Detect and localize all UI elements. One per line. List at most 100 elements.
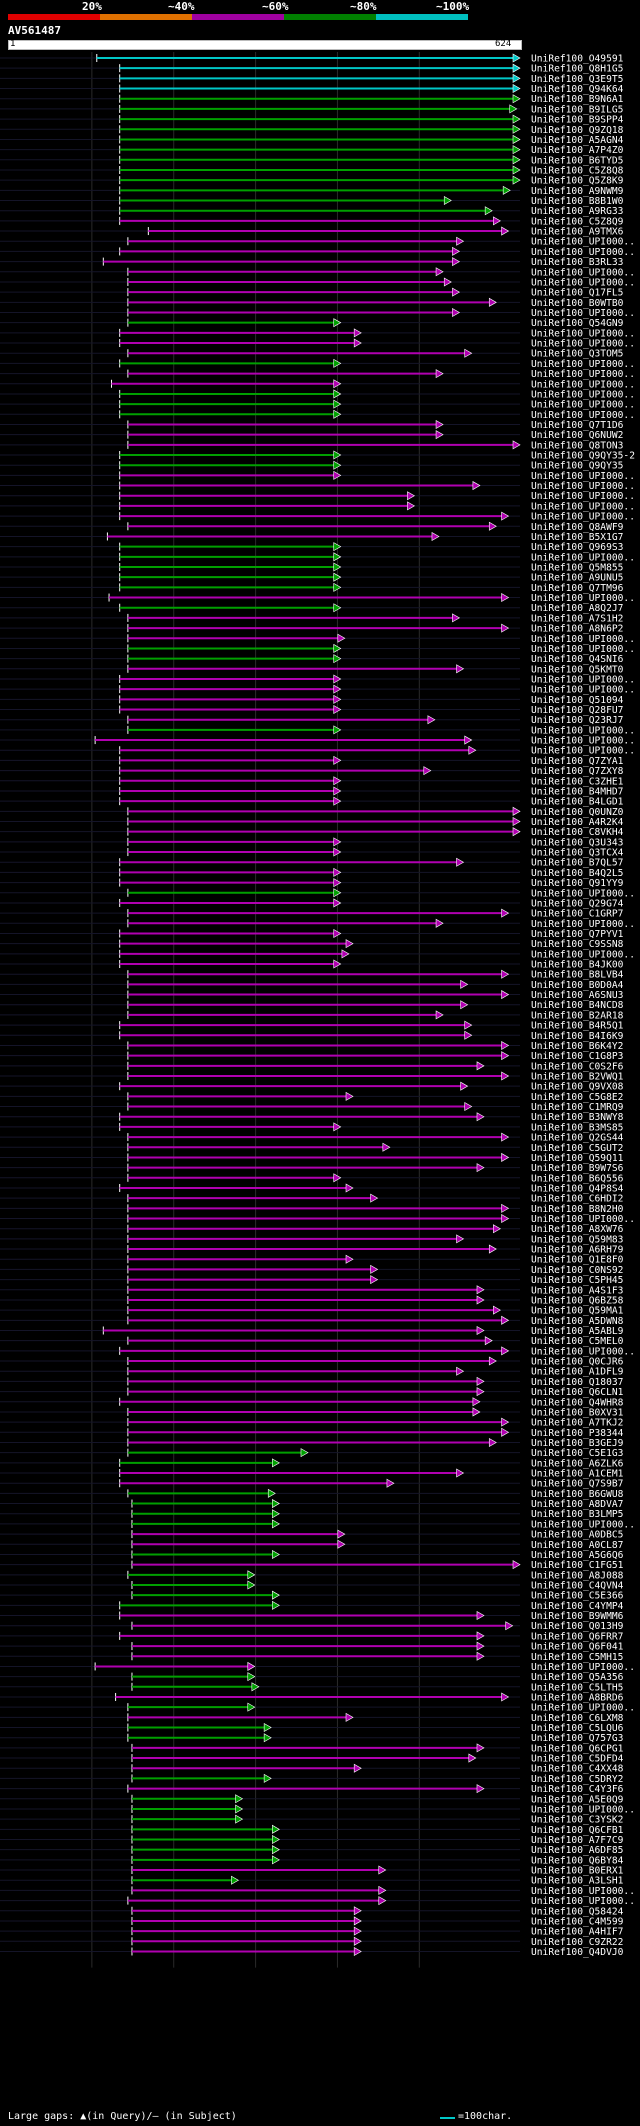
hit-label: UniRef100_A4R2K4 bbox=[531, 817, 624, 828]
hit-arrow bbox=[435, 430, 444, 440]
hit-label: UniRef100_B4JK00 bbox=[531, 960, 624, 971]
hit-arrow bbox=[333, 684, 342, 694]
hit-arrow bbox=[272, 1590, 280, 1600]
hit-label: UniRef100_UPI000.. bbox=[531, 237, 635, 248]
hit-label: UniRef100_UPI000.. bbox=[531, 888, 635, 899]
hit-label: UniRef100_O49591 bbox=[531, 54, 624, 65]
hit-arrow bbox=[501, 1692, 510, 1702]
hit-arrow bbox=[435, 1010, 444, 1020]
hit-label: UniRef100_UPI000.. bbox=[531, 1346, 635, 1357]
hit-label: UniRef100_B9WMM6 bbox=[531, 1611, 624, 1622]
hit-arrow bbox=[443, 277, 452, 287]
hit-label: UniRef100_Q6NUW2 bbox=[531, 430, 623, 441]
hit-label: UniRef100_Q0CJR6 bbox=[531, 1357, 624, 1368]
hit-label: UniRef100_Q5A356 bbox=[531, 1672, 624, 1683]
hit-label: UniRef100_A8BRD6 bbox=[531, 1692, 624, 1703]
hit-arrow bbox=[512, 827, 521, 837]
hit-label: UniRef100_UPI000.. bbox=[531, 736, 635, 747]
scale-text: =100char. bbox=[458, 2111, 513, 2122]
hit-arrow bbox=[464, 348, 473, 358]
hit-label: UniRef100_C3ZHE1 bbox=[531, 776, 624, 787]
hit-arrow bbox=[488, 1244, 497, 1254]
hit-arrow bbox=[501, 1051, 510, 1061]
hit-arrow bbox=[407, 491, 416, 501]
hit-arrow bbox=[464, 1102, 473, 1112]
hit-arrow bbox=[512, 1560, 521, 1570]
hit-label: UniRef100_B3RL33 bbox=[531, 257, 624, 268]
hit-label: UniRef100_Q8AWF9 bbox=[531, 522, 624, 533]
hit-label: UniRef100_C0NS92 bbox=[531, 1265, 623, 1276]
hit-arrow bbox=[435, 918, 444, 928]
hit-arrow bbox=[333, 1173, 342, 1183]
hit-arrow bbox=[333, 694, 342, 704]
hit-arrow bbox=[443, 196, 452, 206]
hit-arrow bbox=[456, 236, 465, 246]
legend-swatch-40 bbox=[100, 14, 192, 20]
hit-label: UniRef100_Q6CLN1 bbox=[531, 1387, 624, 1398]
hit-arrow bbox=[512, 53, 521, 63]
hit-label: UniRef100_A1DFL9 bbox=[531, 1367, 624, 1378]
hit-label: UniRef100_A5AGN4 bbox=[531, 135, 624, 146]
hit-arrow bbox=[476, 1295, 485, 1305]
hit-arrow bbox=[484, 1336, 493, 1346]
hit-arrow bbox=[512, 63, 521, 73]
query-id: AV561487 bbox=[8, 24, 61, 37]
hit-label: UniRef100_Q51094 bbox=[531, 695, 624, 706]
hit-label: UniRef100_C9SSN8 bbox=[531, 939, 624, 950]
hit-label: UniRef100_C5DFD4 bbox=[531, 1754, 624, 1765]
legend-label-80: ~80% bbox=[350, 0, 377, 13]
hit-label: UniRef100_A7S1H2 bbox=[531, 613, 623, 624]
hit-label: UniRef100_B3LMP5 bbox=[531, 1509, 623, 1520]
hit-arrow bbox=[476, 1285, 485, 1295]
hit-arrow bbox=[488, 521, 497, 531]
hit-arrow bbox=[501, 1152, 510, 1162]
hit-label: UniRef100_UPI000.. bbox=[531, 593, 635, 604]
hit-arrow bbox=[435, 267, 444, 277]
hit-label: UniRef100_Q59MA1 bbox=[531, 1306, 624, 1317]
hit-arrow bbox=[333, 389, 342, 399]
hit-arrow bbox=[333, 1122, 342, 1132]
hit-arrow bbox=[512, 134, 521, 144]
hit-label: UniRef100_A7TKJ2 bbox=[531, 1418, 623, 1429]
hit-label: UniRef100_A9TMX6 bbox=[531, 227, 624, 238]
hit-arrow bbox=[431, 531, 440, 541]
hit-label: UniRef100_UPI000.. bbox=[531, 949, 635, 960]
hit-arrow bbox=[333, 786, 342, 796]
hit-arrow bbox=[512, 165, 521, 175]
hit-arrow bbox=[512, 816, 521, 827]
hit-arrow bbox=[333, 572, 342, 582]
hit-label: UniRef100_UPI000.. bbox=[531, 1662, 635, 1673]
hit-arrow bbox=[247, 1570, 256, 1580]
hit-arrow bbox=[452, 246, 461, 256]
hit-label: UniRef100_UPI000.. bbox=[531, 379, 635, 390]
hit-label: UniRef100_A6DF85 bbox=[531, 1845, 623, 1856]
hit-arrow bbox=[272, 1519, 280, 1529]
hit-arrow bbox=[501, 1071, 510, 1081]
hit-label: UniRef100_Q4DVJ0 bbox=[531, 1947, 624, 1958]
hit-arrow bbox=[333, 776, 342, 786]
hit-arrow bbox=[464, 1030, 473, 1040]
hit-label: UniRef100_UPI000.. bbox=[531, 308, 635, 319]
hit-arrow bbox=[247, 1661, 256, 1671]
hit-arrow bbox=[501, 1417, 510, 1427]
hit-label: UniRef100_Q9VX08 bbox=[531, 1082, 624, 1093]
hit-label: UniRef100_B4I6K9 bbox=[531, 1031, 624, 1042]
hit-arrow bbox=[407, 501, 416, 511]
hit-label: UniRef100_A1CEM1 bbox=[531, 1469, 624, 1480]
hit-label: UniRef100_Q757G3 bbox=[531, 1733, 624, 1744]
hit-label: UniRef100_C5GUT2 bbox=[531, 1143, 623, 1154]
hit-label: UniRef100_Q013H9 bbox=[531, 1621, 624, 1632]
hit-label: UniRef100_UPI000.. bbox=[531, 410, 635, 421]
hit-label: UniRef100_Q7TM96 bbox=[531, 583, 624, 594]
hit-label: UniRef100_UPI000.. bbox=[531, 1214, 635, 1225]
hit-arrow bbox=[378, 1885, 387, 1895]
hit-label: UniRef100_A6ZLK6 bbox=[531, 1458, 624, 1469]
hit-label: UniRef100_C5PH45 bbox=[531, 1275, 623, 1286]
hit-label: UniRef100_Q18037 bbox=[531, 1377, 624, 1388]
hit-label: UniRef100_UPI000.. bbox=[531, 247, 635, 258]
hit-label: UniRef100_B4R5Q1 bbox=[531, 1021, 624, 1032]
hit-arrow bbox=[456, 1234, 465, 1244]
hit-arrow bbox=[452, 287, 461, 297]
hit-arrow bbox=[505, 1621, 514, 1631]
hit-label: UniRef100_C5Z8Q9 bbox=[531, 216, 624, 227]
